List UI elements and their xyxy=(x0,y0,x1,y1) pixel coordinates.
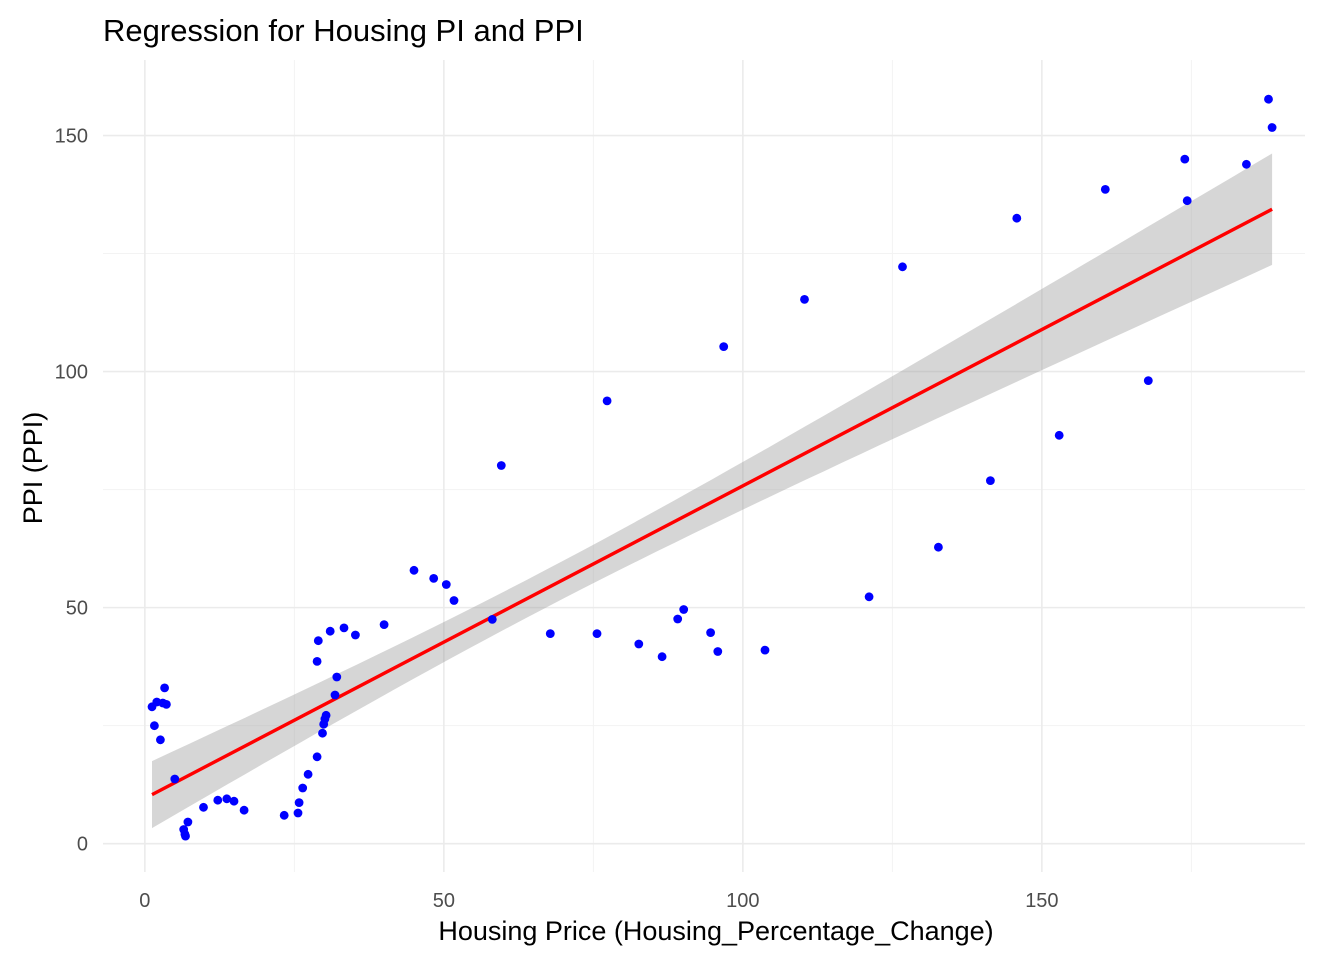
data-point-45 xyxy=(657,652,667,662)
data-point-61 xyxy=(1180,154,1190,164)
data-point-43 xyxy=(602,396,612,406)
y-tick-label-1: 50 xyxy=(66,598,88,620)
confidence-band xyxy=(152,153,1273,829)
data-point-7 xyxy=(170,774,180,784)
data-point-13 xyxy=(213,795,223,805)
major-gridlines xyxy=(103,60,1305,872)
data-point-10 xyxy=(181,831,190,841)
data-point-52 xyxy=(800,295,809,304)
y-axis-label: PPI (PPI) xyxy=(18,412,48,525)
data-point-18 xyxy=(293,808,303,818)
data-point-40 xyxy=(496,461,506,470)
y-tick-label-3: 150 xyxy=(55,126,88,148)
data-point-64 xyxy=(1264,94,1273,104)
x-tick-label-0: 0 xyxy=(139,890,150,912)
data-point-17 xyxy=(279,810,289,820)
data-point-37 xyxy=(441,580,451,589)
regression-line xyxy=(151,207,1273,797)
data-point-14 xyxy=(222,794,232,804)
data-point-49 xyxy=(713,647,723,656)
y-tick-label-0: 0 xyxy=(77,834,88,856)
data-point-55 xyxy=(934,542,943,552)
data-point-12 xyxy=(199,802,208,812)
data-point-19 xyxy=(294,798,304,807)
data-point-58 xyxy=(1054,430,1064,440)
data-point-50 xyxy=(719,342,729,351)
y-axis-ticks: 0 50 100 150 xyxy=(55,126,88,856)
data-point-25 xyxy=(318,728,327,738)
data-point-47 xyxy=(679,605,689,614)
data-point-42 xyxy=(592,629,602,638)
data-point-30 xyxy=(330,690,340,700)
data-point-22 xyxy=(312,752,322,762)
data-point-33 xyxy=(351,630,360,640)
data-point-44 xyxy=(634,639,644,649)
data-point-63 xyxy=(1242,159,1251,169)
data-point-46 xyxy=(673,614,683,624)
data-point-41 xyxy=(545,629,555,638)
data-point-3 xyxy=(156,735,165,745)
y-tick-label-2: 100 xyxy=(55,362,88,384)
data-point-65 xyxy=(1267,123,1277,132)
data-points xyxy=(147,94,1277,841)
data-point-57 xyxy=(1012,213,1022,223)
data-point-59 xyxy=(1100,185,1110,194)
data-point-51 xyxy=(760,645,770,655)
minor-gridlines xyxy=(103,60,1305,872)
data-point-36 xyxy=(429,574,439,583)
data-point-20 xyxy=(298,783,308,793)
data-point-62 xyxy=(1182,196,1192,206)
data-point-56 xyxy=(986,476,995,485)
data-point-1 xyxy=(150,721,159,731)
data-point-54 xyxy=(898,262,907,272)
data-point-32 xyxy=(339,623,349,633)
data-point-29 xyxy=(325,626,335,636)
data-point-53 xyxy=(864,592,874,602)
data-point-48 xyxy=(706,628,715,637)
x-axis-label: Housing Price (Housing_Percentage_Change… xyxy=(438,916,993,946)
data-point-21 xyxy=(303,769,313,779)
x-tick-label-3: 150 xyxy=(1025,890,1058,912)
data-point-23 xyxy=(312,657,322,666)
data-point-15 xyxy=(229,796,239,806)
data-point-28 xyxy=(321,710,331,720)
data-point-60 xyxy=(1143,376,1153,385)
data-point-5 xyxy=(160,683,170,693)
data-point-39 xyxy=(487,615,497,624)
chart-title: Regression for Housing PI and PPI xyxy=(103,13,584,48)
data-point-34 xyxy=(379,620,389,629)
data-point-31 xyxy=(332,672,342,682)
x-axis-ticks: 0 50 100 150 xyxy=(139,890,1058,912)
data-point-6 xyxy=(162,700,171,709)
data-point-16 xyxy=(239,805,249,815)
x-tick-label-2: 100 xyxy=(726,890,759,912)
data-point-11 xyxy=(183,817,193,827)
data-point-24 xyxy=(313,636,323,646)
data-point-35 xyxy=(409,565,419,575)
x-tick-label-1: 50 xyxy=(433,890,455,912)
data-point-38 xyxy=(449,596,459,605)
